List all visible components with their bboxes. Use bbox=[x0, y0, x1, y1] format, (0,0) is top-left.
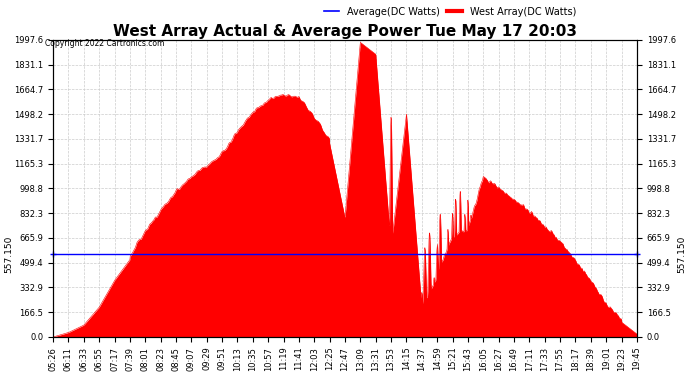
Text: Copyright 2022 Cartronics.com: Copyright 2022 Cartronics.com bbox=[45, 39, 164, 48]
Text: 557.150: 557.150 bbox=[677, 236, 686, 273]
Legend: Average(DC Watts), West Array(DC Watts): Average(DC Watts), West Array(DC Watts) bbox=[320, 3, 580, 21]
Title: West Array Actual & Average Power Tue May 17 20:03: West Array Actual & Average Power Tue Ma… bbox=[113, 24, 577, 39]
Text: 557.150: 557.150 bbox=[4, 236, 13, 273]
